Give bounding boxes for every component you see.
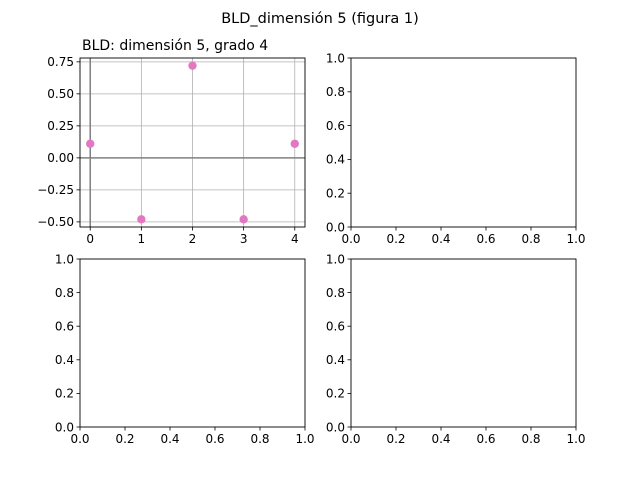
y-tick-label: 0.2 bbox=[326, 187, 345, 201]
x-tick-label: 1 bbox=[138, 232, 146, 246]
x-tick-label: 0.4 bbox=[431, 232, 450, 246]
x-tick-label: 3 bbox=[240, 232, 248, 246]
y-tick-label: 0.2 bbox=[55, 387, 74, 401]
y-tick-label: 0.0 bbox=[55, 420, 74, 434]
subplot-2: 0.0 0.2 0.4 0.6 0.8 1.0 0.0 0.2 0.4 0.6 0.8 1.0 bbox=[326, 51, 586, 246]
data-point bbox=[86, 139, 95, 148]
x-tick-label: 0.2 bbox=[115, 432, 134, 446]
y-tick-label: 0.50 bbox=[47, 87, 74, 101]
subplot-4: 0.0 0.2 0.4 0.6 0.8 1.0 0.0 0.2 0.4 0.6 0.8 1.0 bbox=[326, 252, 586, 446]
y-tick-label: 0.00 bbox=[47, 151, 74, 165]
plot-area bbox=[351, 259, 576, 427]
x-tick-label: 0.0 bbox=[70, 432, 89, 446]
y-tick-label: 0.75 bbox=[47, 55, 74, 69]
subplot-3: 0.0 0.2 0.4 0.6 0.8 1.0 0.0 0.2 0.4 0.6 0.8 1.0 bbox=[55, 252, 315, 446]
subplot-1: 0 1 2 3 4 −0.50 −0.25 0.00 0.25 0.50 0.75 BLD: dime… bbox=[37, 38, 306, 246]
x-tick-label: 0.2 bbox=[386, 432, 405, 446]
data-point bbox=[137, 215, 146, 224]
x-tick-label: 0.6 bbox=[476, 432, 495, 446]
y-tick-label: 0.8 bbox=[55, 286, 74, 300]
y-tick-label: 1.0 bbox=[55, 252, 74, 266]
data-point bbox=[239, 215, 248, 224]
y-tick-label: 0.4 bbox=[326, 353, 345, 367]
x-tick-label: 1.0 bbox=[566, 232, 585, 246]
x-tick-label: 2 bbox=[189, 232, 197, 246]
subplots: 0 1 2 3 4 −0.50 −0.25 0.00 0.25 0.50 0.75 BLD: dime… bbox=[37, 38, 585, 446]
y-tick-label: 0.6 bbox=[326, 119, 345, 133]
x-tick-label: 0.8 bbox=[250, 432, 269, 446]
y-tick-label: 1.0 bbox=[326, 252, 345, 266]
y-tick-label: 0.0 bbox=[326, 420, 345, 434]
x-tick-label: 1.0 bbox=[566, 432, 585, 446]
data-point bbox=[290, 139, 299, 148]
subplot-title: BLD: dimensión 5, grado 4 bbox=[82, 38, 268, 54]
y-tick-label: 0.6 bbox=[55, 320, 74, 334]
y-tick-label: 0.4 bbox=[55, 353, 74, 367]
y-tick-label: 0.0 bbox=[326, 220, 345, 234]
x-tick-label: 1.0 bbox=[295, 432, 314, 446]
y-tick-label: 0.2 bbox=[326, 387, 345, 401]
plot-area bbox=[80, 259, 305, 427]
x-tick-label: 0.0 bbox=[341, 432, 360, 446]
figure-suptitle: BLD_dimensión 5 (figura 1) bbox=[221, 11, 419, 27]
plot-area bbox=[351, 58, 576, 227]
y-tick-label: 0.8 bbox=[326, 286, 345, 300]
y-tick-label: 0.8 bbox=[326, 85, 345, 99]
y-tick-label: 0.4 bbox=[326, 153, 345, 167]
axes-frame bbox=[79, 258, 306, 428]
x-tick-label: 4 bbox=[291, 232, 299, 246]
axes-frame bbox=[350, 57, 577, 228]
x-tick-label: 0.8 bbox=[521, 232, 540, 246]
x-tick-label: 0.8 bbox=[521, 432, 540, 446]
y-tick-label: 0.6 bbox=[326, 320, 345, 334]
x-tick-label: 0.4 bbox=[431, 432, 450, 446]
x-tick-label: 0.0 bbox=[341, 232, 360, 246]
axes-frame bbox=[350, 258, 577, 428]
y-tick-label: 1.0 bbox=[326, 51, 345, 65]
x-tick-label: 0.6 bbox=[476, 232, 495, 246]
x-tick-label: 0.6 bbox=[205, 432, 224, 446]
x-tick-label: 0.2 bbox=[386, 232, 405, 246]
x-tick-label: 0 bbox=[86, 232, 94, 246]
y-tick-label: 0.25 bbox=[47, 119, 74, 133]
data-point bbox=[188, 61, 197, 70]
y-tick-label: −0.50 bbox=[37, 215, 74, 229]
x-tick-label: 0.4 bbox=[160, 432, 179, 446]
y-tick-label: −0.25 bbox=[37, 183, 74, 197]
